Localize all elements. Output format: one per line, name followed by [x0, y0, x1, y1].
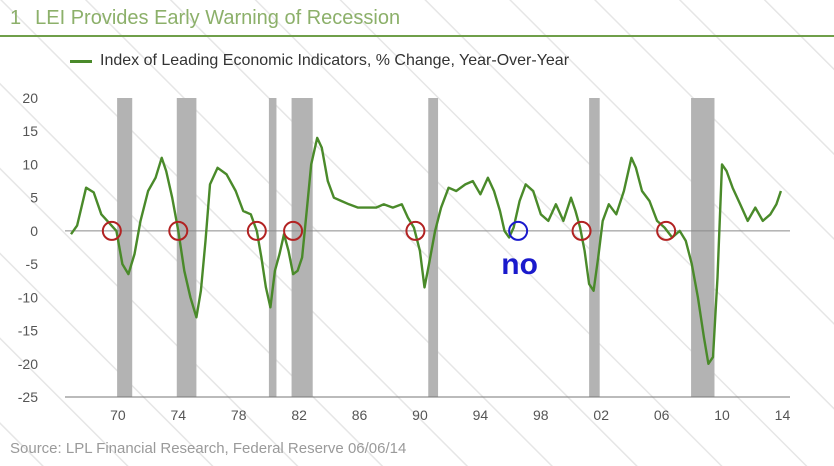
figure-title: LEI Provides Early Warning of Recession	[35, 6, 401, 29]
zero-crossing-marker-0	[101, 220, 122, 241]
zero-crossing-marker-6	[571, 220, 592, 241]
y-tick-label: 15	[22, 123, 38, 139]
figure-header: 1 LEI Provides Early Warning of Recessio…	[10, 4, 400, 32]
y-tick-label: -25	[18, 389, 38, 405]
recession-band-0	[117, 98, 133, 397]
y-tick-label: 5	[30, 190, 38, 206]
zero-crossing-marker-3	[283, 220, 304, 241]
x-tick-label: 90	[412, 407, 428, 423]
zero-crossing-marker-4	[405, 220, 426, 241]
source-note: Source: LPL Financial Research, Federal …	[10, 440, 407, 457]
x-tick-label: 06	[654, 407, 670, 423]
figure-number: 1	[10, 6, 22, 29]
recession-band-2	[268, 98, 277, 397]
x-tick-label: 74	[170, 407, 186, 423]
x-tick-label: 86	[352, 407, 368, 423]
x-tick-label: 78	[231, 407, 247, 423]
header-divider	[0, 35, 834, 37]
x-tick-label: 70	[110, 407, 126, 423]
x-tick-label: 10	[714, 407, 730, 423]
lei-series-line	[70, 136, 783, 365]
legend-label: Index of Leading Economic Indicators, % …	[100, 52, 570, 69]
x-tick-label: 02	[593, 407, 609, 423]
y-tick-label: 0	[30, 223, 38, 239]
x-tick-label: 14	[775, 407, 791, 423]
y-tick-label: -20	[18, 356, 38, 372]
chart-legend: Index of Leading Economic Indicators, % …	[70, 52, 569, 70]
x-tick-label: 94	[473, 407, 489, 423]
y-tick-label: -5	[26, 256, 39, 272]
recession-band-1	[176, 98, 197, 397]
zero-crossing-marker-1	[168, 220, 189, 241]
recession-band-6	[691, 98, 715, 397]
zero-crossing-marker-7	[656, 220, 677, 241]
recession-band-5	[589, 98, 600, 397]
x-tick-label: 98	[533, 407, 549, 423]
y-tick-label: 20	[22, 90, 38, 106]
annotation-no: no	[501, 248, 538, 281]
y-tick-label: 10	[22, 156, 38, 172]
legend-swatch	[70, 59, 92, 63]
y-tick-label: -10	[18, 289, 38, 305]
zero-crossing-marker-5	[508, 220, 529, 241]
x-tick-label: 82	[291, 407, 307, 423]
y-tick-label: -15	[18, 323, 38, 339]
zero-crossing-marker-2	[246, 220, 267, 241]
